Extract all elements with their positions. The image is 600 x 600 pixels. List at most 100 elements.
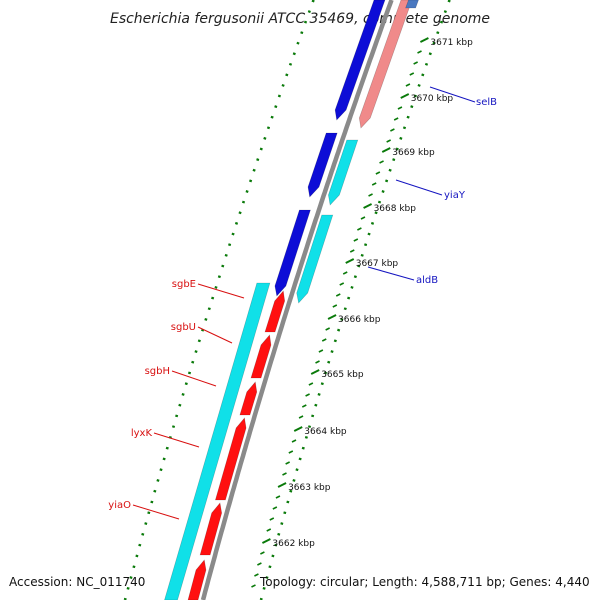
gene-block-sgbU bbox=[250, 334, 272, 379]
ruler-tick-mark bbox=[400, 93, 410, 99]
gene-block-selB bbox=[358, 0, 413, 129]
ruler-minor-tick bbox=[272, 506, 278, 510]
gene-leader-line bbox=[197, 326, 233, 344]
gene-block-sgbE bbox=[264, 290, 286, 333]
ruler-minor-tick bbox=[266, 528, 272, 532]
ruler-minor-tick bbox=[257, 562, 262, 566]
gene-labels: selB yiaY aldB sgbE sgbU sgbH lyxK yiaO bbox=[108, 86, 497, 520]
ruler-minor-tick bbox=[251, 584, 256, 588]
ruler-tick-label: 3670 kbp bbox=[411, 94, 454, 104]
gene-block-cyan-left bbox=[164, 282, 271, 600]
gene-block-bottom bbox=[187, 559, 207, 600]
gene-leader-line bbox=[395, 179, 443, 196]
ruler-minor-tick bbox=[405, 83, 411, 87]
ruler-minor-tick bbox=[254, 573, 259, 577]
ruler-minor-tick bbox=[288, 450, 294, 454]
ruler-minor-tick bbox=[409, 72, 415, 76]
ruler-minor-tick bbox=[305, 393, 310, 397]
ruler-minor-tick bbox=[339, 282, 345, 286]
gene-label-sgbE: sgbE bbox=[172, 279, 196, 290]
ruler-minor-tick bbox=[321, 338, 327, 342]
ruler-tick-label: 3667 kbp bbox=[356, 259, 399, 269]
ruler-tick-mark bbox=[363, 203, 373, 209]
feature-tracks bbox=[164, 0, 419, 600]
gene-leader-line bbox=[171, 370, 217, 387]
gene-block-top bbox=[405, 0, 419, 9]
ruler-minor-tick bbox=[282, 472, 287, 476]
gene-leader-line bbox=[197, 283, 245, 299]
gene-block-blue-2 bbox=[307, 132, 338, 198]
gene-label-selB: selB bbox=[476, 97, 497, 108]
ruler-tick-label: 3664 kbp bbox=[304, 427, 347, 437]
ruler-minor-tick bbox=[393, 117, 399, 121]
ruler-tick-label: 3668 kbp bbox=[374, 204, 417, 214]
gene-label-yiaY: yiaY bbox=[444, 190, 466, 201]
gene-leader-line bbox=[153, 432, 200, 448]
gene-block-sgbH bbox=[239, 381, 258, 416]
gene-block-yiaY bbox=[328, 139, 359, 206]
backbone bbox=[200, 0, 394, 600]
gene-block-blue-3 bbox=[274, 209, 311, 297]
ruler-minor-tick bbox=[413, 61, 418, 65]
ruler-minor-tick bbox=[386, 139, 392, 143]
ruler-minor-tick bbox=[397, 106, 403, 110]
gene-block-selB-partner bbox=[334, 0, 386, 121]
backbone-line bbox=[200, 0, 394, 600]
ruler-minor-tick bbox=[301, 404, 307, 408]
ruler-minor-tick bbox=[368, 193, 373, 197]
ruler-minor-tick bbox=[285, 461, 291, 465]
gene-label-yiaO: yiaO bbox=[108, 500, 131, 511]
ruler-minor-tick bbox=[298, 415, 304, 419]
ruler-minor-tick bbox=[269, 517, 275, 521]
ruler-minor-tick bbox=[342, 271, 348, 275]
ruler-tick-label: 3665 kbp bbox=[321, 370, 364, 380]
ruler-tick-mark bbox=[293, 426, 303, 432]
gene-block-yiaO bbox=[199, 502, 223, 556]
ruler-minor-tick bbox=[332, 304, 338, 308]
ruler-minor-tick bbox=[375, 171, 381, 175]
ruler-minor-tick bbox=[353, 238, 359, 242]
ruler-tick-mark bbox=[381, 147, 391, 153]
ruler-minor-tick bbox=[371, 182, 377, 186]
ruler-minor-tick bbox=[315, 360, 320, 364]
ruler-minor-tick bbox=[308, 382, 314, 386]
ruler-tick-label: 3666 kbp bbox=[338, 315, 381, 325]
ruler-tick-mark bbox=[327, 314, 337, 320]
gene-label-lyxK: lyxK bbox=[131, 428, 153, 439]
outer-dot-rings bbox=[123, 0, 451, 600]
ruler-tick-mark bbox=[277, 482, 287, 488]
ruler-minor-tick bbox=[357, 227, 362, 231]
ruler-tick-label: 3663 kbp bbox=[288, 483, 331, 493]
ruler-ticks: 3671 kbp 3670 kbp 3669 kbp 3668 kbp 3667 kbp… bbox=[251, 37, 473, 588]
gene-label-aldB: aldB bbox=[416, 275, 438, 286]
ruler-minor-tick bbox=[417, 50, 422, 54]
gene-leader-line bbox=[367, 266, 415, 281]
ruler-tick-label: 3669 kbp bbox=[392, 148, 435, 158]
accession-text: Accession: NC_011740 bbox=[9, 575, 145, 589]
ruler-minor-tick bbox=[260, 551, 265, 555]
gene-label-sgbU: sgbU bbox=[171, 322, 196, 333]
gene-block-aldB bbox=[296, 214, 334, 304]
ruler-tick-mark bbox=[261, 538, 271, 544]
ruler-minor-tick bbox=[390, 128, 395, 132]
ruler-tick-label: 3671 kbp bbox=[430, 38, 473, 48]
topology-text: Topology: circular; Length: 4,588,711 bp… bbox=[259, 575, 590, 589]
ruler-minor-tick bbox=[360, 216, 366, 220]
ruler-minor-tick bbox=[318, 349, 324, 353]
ruler-tick-mark bbox=[419, 37, 429, 43]
gene-leader-line bbox=[132, 504, 180, 520]
gene-label-sgbH: sgbH bbox=[145, 366, 170, 377]
ruler-minor-tick bbox=[379, 160, 384, 164]
ruler-minor-tick bbox=[335, 293, 341, 297]
ruler-minor-tick bbox=[291, 439, 297, 443]
ruler-minor-tick bbox=[275, 495, 281, 499]
gene-block-lyxK bbox=[215, 417, 247, 501]
genome-title: Escherichia fergusonii ATCC 35469, compl… bbox=[110, 11, 490, 27]
ruler-tick-mark bbox=[345, 258, 355, 264]
gene-leader-line bbox=[429, 86, 476, 103]
ruler-minor-tick bbox=[349, 249, 355, 253]
ruler-tick-label: 3662 kbp bbox=[272, 539, 315, 549]
ruler-tick-mark bbox=[310, 369, 320, 375]
ruler-minor-tick bbox=[325, 327, 331, 331]
